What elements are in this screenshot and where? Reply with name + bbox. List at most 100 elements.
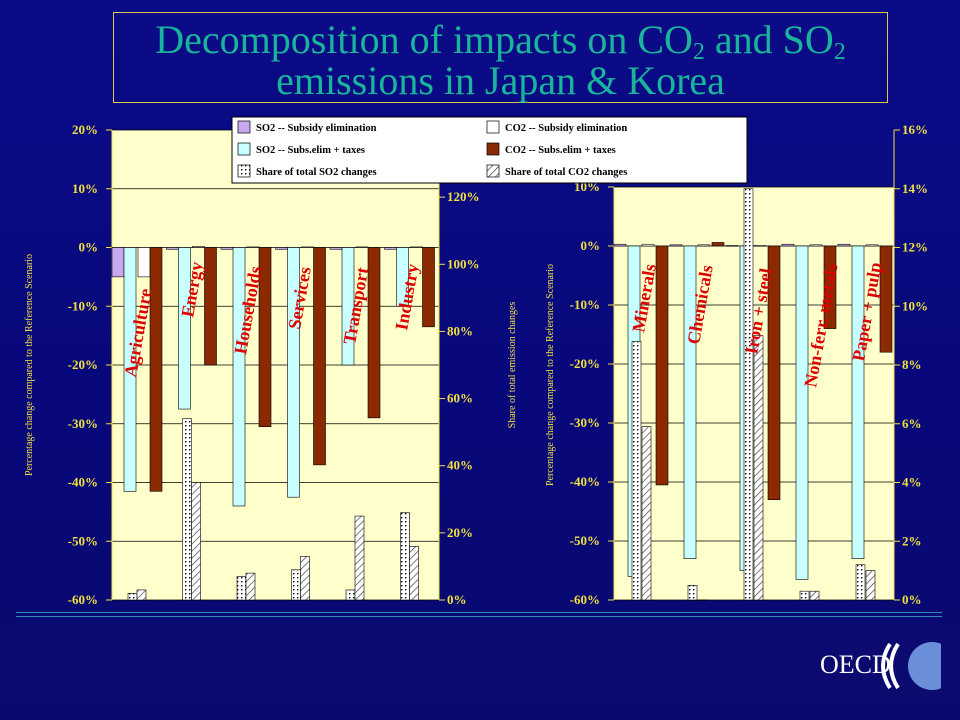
y2-tick-label: 120% — [447, 189, 480, 204]
y-tick-label: -50% — [68, 533, 98, 548]
bar-share-co2 — [191, 482, 201, 601]
y-axis-title: Percentage change compared to the Refere… — [24, 254, 35, 476]
y-tick-label: 0% — [581, 238, 601, 253]
legend-swatch — [486, 142, 500, 156]
y-tick-label: -40% — [68, 475, 98, 490]
bar-so2-subsidy-elimination — [781, 243, 795, 247]
bar-share-so2 — [855, 564, 866, 601]
legend-swatch — [237, 142, 251, 156]
bar-so2-subs-elim-taxes — [683, 245, 697, 560]
legend-label: SO2 -- Subs.elim + taxes — [256, 145, 365, 156]
oecd-logo-mark — [881, 642, 941, 690]
bar-so2-subs-elim-taxes — [178, 247, 191, 410]
bar-co2-subsidy-elimination — [410, 246, 423, 249]
bar-so2-subsidy-elimination — [329, 247, 343, 250]
y2-tick-label: 60% — [447, 391, 473, 406]
title-line2: emissions in Japan & Korea — [276, 58, 725, 103]
title-line1-mid: and SO — [704, 17, 834, 62]
y-tick-label: -20% — [570, 356, 600, 371]
y2-tick-label: 8% — [902, 357, 922, 372]
bar-so2-subs-elim-taxes — [795, 245, 809, 580]
separator-line — [16, 612, 942, 613]
bar-share-co2 — [300, 556, 310, 601]
bar-share-so2 — [182, 418, 192, 601]
bar-share-co2 — [409, 545, 419, 601]
legend-swatch — [237, 164, 251, 178]
bar-share-co2 — [697, 599, 708, 601]
y-tick-label: -30% — [570, 415, 600, 430]
bar-share-co2 — [136, 589, 147, 601]
bar-share-so2 — [631, 341, 642, 601]
legend-label: Share of total CO2 changes — [505, 167, 627, 178]
y2-tick-label: 16% — [902, 122, 928, 137]
y-tick-label: -60% — [570, 592, 600, 607]
y-tick-label: -60% — [68, 592, 98, 607]
title-sub-b: 2 — [833, 39, 846, 65]
bar-so2-subsidy-elimination — [837, 243, 851, 247]
bar-co2-subsidy-elimination — [301, 246, 314, 249]
bar-co2-subs-elim-taxes — [367, 247, 381, 419]
bar-co2-subs-elim-taxes — [879, 245, 893, 353]
y-tick-label: 20% — [72, 122, 98, 137]
slide-title: Decomposition of impacts on CO2 and SO2 … — [113, 12, 888, 103]
bar-co2-subs-elim-taxes — [422, 247, 435, 328]
y2-tick-label: 6% — [902, 416, 922, 431]
bar-so2-subs-elim-taxes — [341, 247, 355, 366]
bar-co2-subsidy-elimination — [865, 244, 879, 247]
oecd-logo: OECD — [820, 642, 941, 690]
bar-so2-subsidy-elimination — [669, 244, 683, 247]
bar-share-so2 — [345, 589, 356, 601]
y2-tick-label: 40% — [447, 458, 473, 473]
bar-co2-subs-elim-taxes — [258, 247, 272, 427]
bar-co2-subsidy-elimination — [809, 244, 823, 247]
bar-share-co2 — [354, 515, 365, 601]
bar-co2-subs-elim-taxes — [711, 242, 725, 247]
y2-tick-label: 10% — [902, 298, 928, 313]
y-axis-title: Percentage change compared to the Refere… — [545, 264, 556, 486]
bar-share-co2 — [809, 590, 820, 601]
y2-tick-label: 0% — [447, 592, 467, 607]
bar-so2-subsidy-elimination — [275, 247, 288, 250]
y-tick-label: -20% — [68, 357, 98, 372]
y2-tick-label: 14% — [902, 181, 928, 196]
y2-axis-title: Share of total emission changes — [507, 302, 518, 429]
bar-so2-subsidy-elimination — [725, 245, 739, 247]
bar-co2-subsidy-elimination — [355, 246, 369, 249]
bar-co2-subsidy-elimination — [641, 243, 655, 247]
bar-so2-subsidy-elimination — [384, 247, 397, 250]
bar-so2-subsidy-elimination — [220, 247, 234, 250]
y-tick-label: -10% — [68, 298, 98, 313]
title-line1-pre: Decomposition of impacts on CO — [155, 17, 693, 62]
legend-swatch — [237, 120, 251, 134]
bar-share-so2 — [799, 590, 810, 601]
y2-tick-label: 80% — [447, 323, 473, 338]
y2-tick-label: 20% — [447, 525, 473, 540]
legend-label: CO2 -- Subs.elim + taxes — [505, 145, 616, 156]
bar-share-co2 — [753, 335, 764, 601]
y2-tick-label: 0% — [902, 592, 922, 607]
y2-tick-label: 2% — [902, 533, 922, 548]
legend-label: Share of total SO2 changes — [256, 167, 377, 178]
bar-share-so2 — [687, 585, 698, 601]
bar-share-co2 — [245, 572, 256, 601]
bar-co2-subs-elim-taxes — [823, 245, 837, 329]
y-tick-label: -40% — [570, 474, 600, 489]
bar-co2-subsidy-elimination — [697, 244, 711, 247]
bar-share-co2 — [641, 426, 652, 601]
legend-swatch — [486, 120, 500, 134]
bar-so2-subsidy-elimination — [111, 247, 125, 278]
separator-line-2 — [16, 616, 942, 617]
bar-co2-subsidy-elimination — [192, 246, 205, 248]
y-tick-label: 0% — [79, 240, 99, 255]
bar-share-so2 — [236, 576, 247, 601]
bar-so2-subs-elim-taxes — [851, 245, 865, 560]
bar-share-so2 — [400, 512, 410, 601]
y2-tick-label: 12% — [902, 240, 928, 255]
bar-co2-subs-elim-taxes — [655, 245, 669, 486]
bar-so2-subs-elim-taxes — [287, 247, 300, 498]
bar-co2-subs-elim-taxes — [767, 245, 781, 500]
bar-share-so2 — [127, 592, 138, 601]
y2-tick-label: 4% — [902, 475, 922, 490]
legend: SO2 -- Subsidy elimination CO2 -- Subsidy… — [231, 116, 748, 184]
